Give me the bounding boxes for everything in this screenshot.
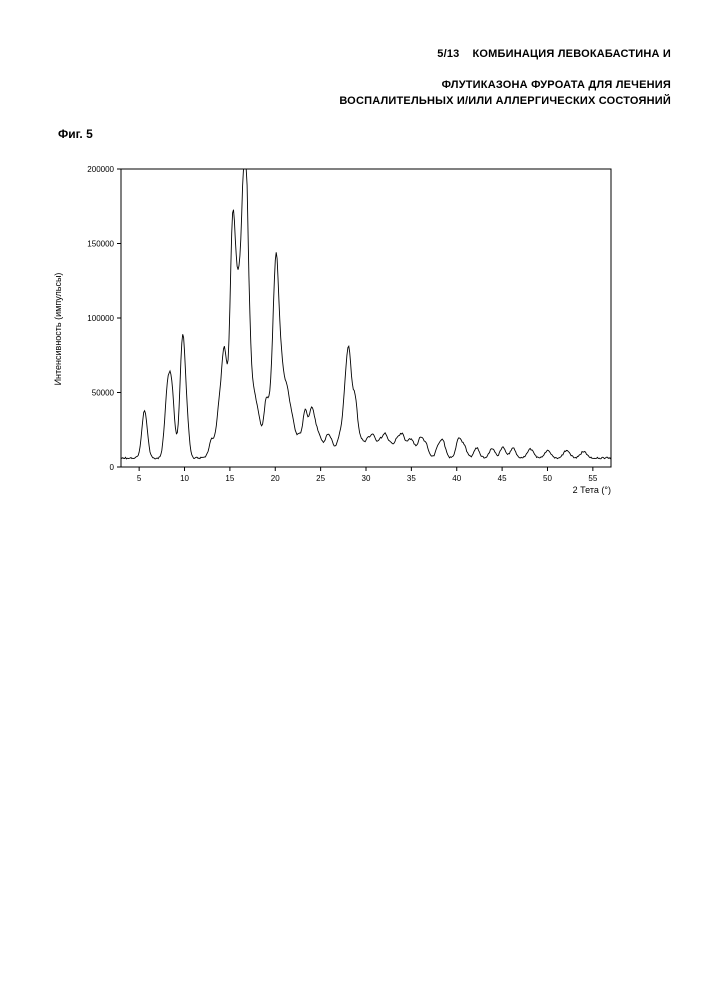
x-tick-label: 15 — [225, 474, 234, 483]
x-tick-label: 35 — [407, 474, 416, 483]
chart-svg: 0 50000 100000 150000 200000 5 10 15 20 25 30 35 40 4… — [66, 159, 626, 499]
figure-label: Фиг. 5 — [58, 127, 671, 141]
page-number: 5/13 — [437, 48, 459, 60]
x-tick-label: 25 — [316, 474, 325, 483]
x-axis-label: 2 Тета (°) — [573, 485, 611, 495]
title-line-3: ВОСПАЛИТЕЛЬНЫХ И/ИЛИ АЛЛЕРГИЧЕСКИХ СОСТО… — [58, 94, 671, 109]
x-tick-label: 45 — [498, 474, 507, 483]
x-tick-label: 30 — [362, 474, 371, 483]
x-tick-label: 50 — [543, 474, 552, 483]
page-header: 5/13 КОМБИНАЦИЯ ЛЕВОКАБАСТИНА И ФЛУТИКАЗ… — [58, 32, 671, 109]
xrd-chart: Интенсивность (импульсы) 050000100000150… — [66, 159, 626, 499]
y-tick-label: 200000 — [87, 165, 114, 174]
y-tick-label: 0 — [110, 463, 115, 472]
x-tick-label: 10 — [180, 474, 189, 483]
y-tick-label: 100000 — [87, 314, 114, 323]
y-tick-label: 50000 — [92, 388, 115, 397]
diffractogram-line — [121, 169, 611, 459]
x-tick-label: 40 — [452, 474, 461, 483]
title-line-1: КОМБИНАЦИЯ ЛЕВОКАБАСТИНА И — [473, 48, 671, 60]
x-tick-label: 5 — [137, 474, 142, 483]
y-axis-label: Интенсивность (импульсы) — [53, 273, 63, 386]
title-line-2: ФЛУТИКАЗОНА ФУРОАТА ДЛЯ ЛЕЧЕНИЯ — [58, 78, 671, 93]
x-tick-label: 20 — [271, 474, 280, 483]
y-tick-label: 150000 — [87, 239, 114, 248]
x-tick-label: 55 — [588, 474, 597, 483]
